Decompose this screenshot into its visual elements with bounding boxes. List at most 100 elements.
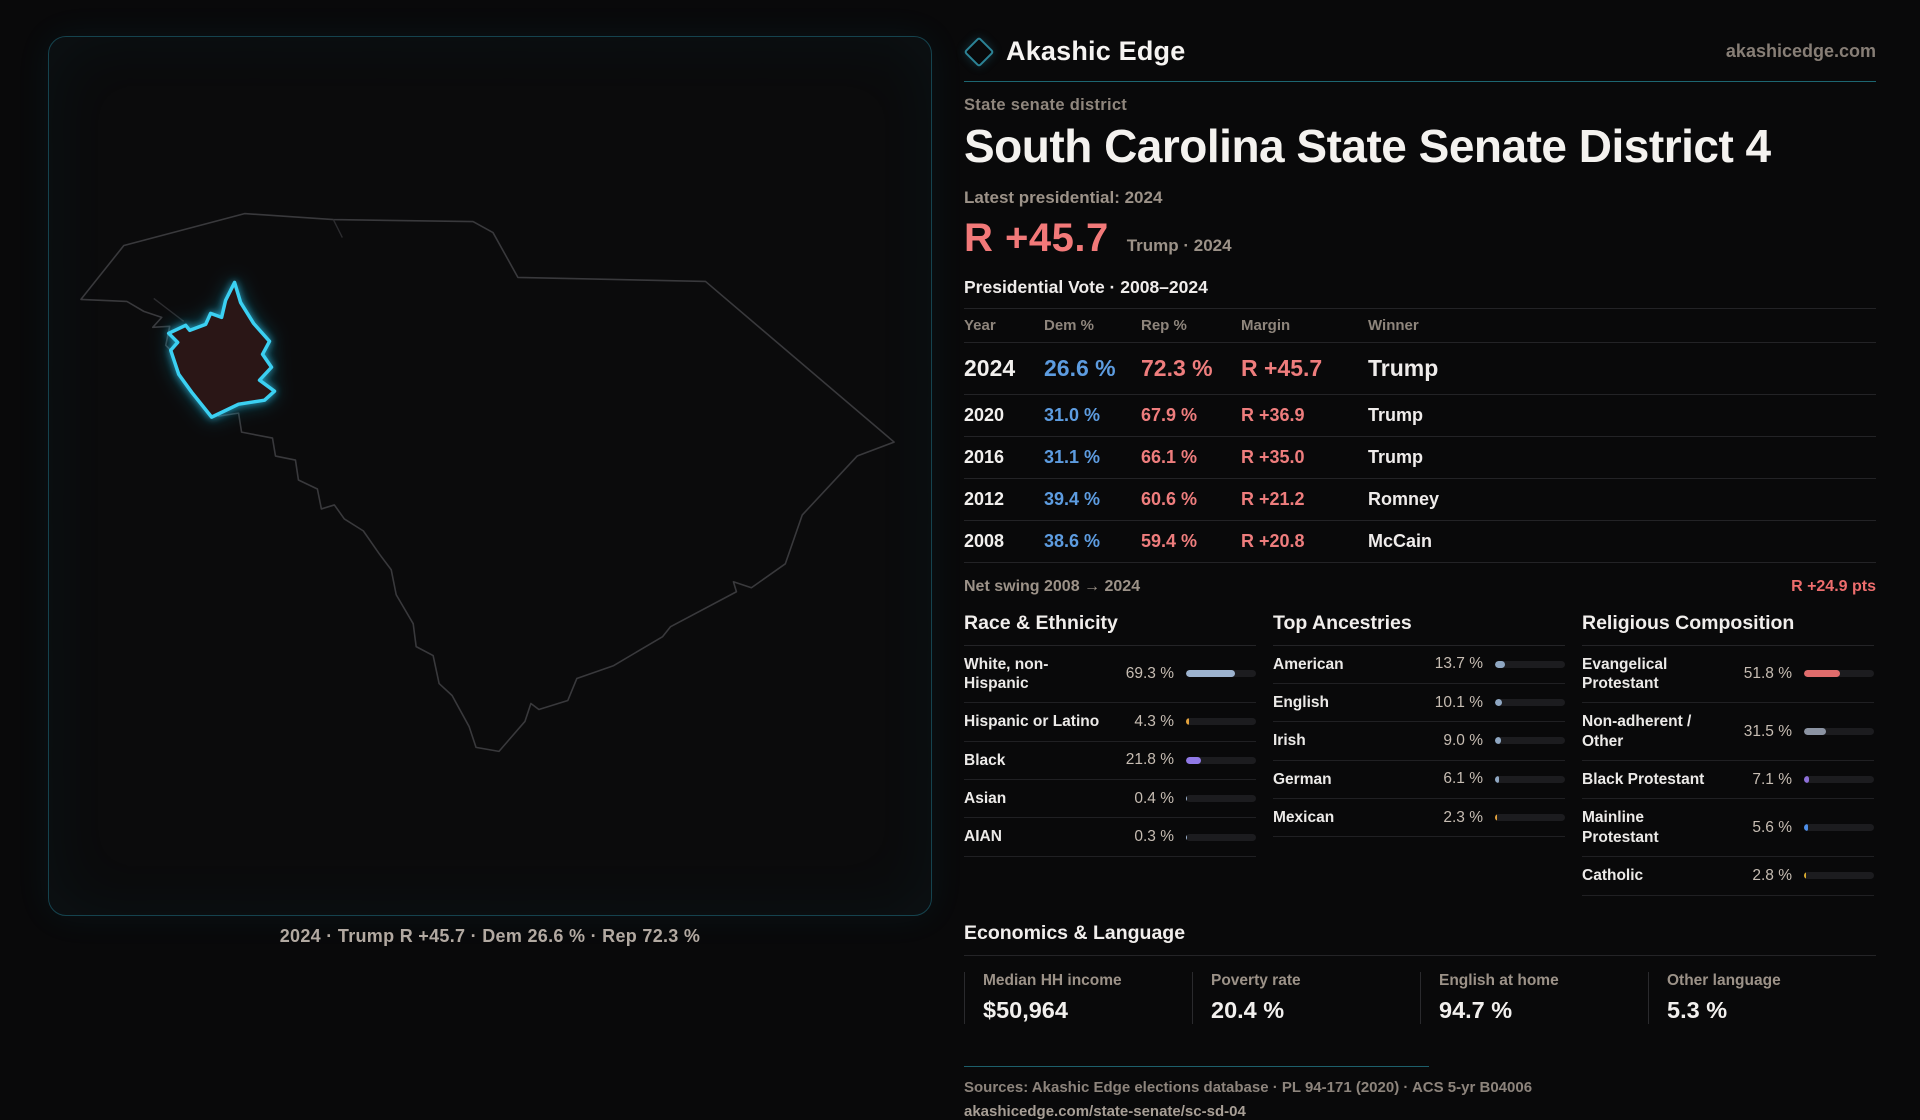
stat-bar: [1186, 795, 1256, 803]
stat-label: Hispanic or Latino: [964, 713, 1100, 731]
vote-table-title: Presidential Vote · 2008–2024: [964, 276, 1208, 297]
stat-bar: [1804, 728, 1874, 736]
stat-label: Irish: [1273, 732, 1306, 750]
stat-bar: [1495, 737, 1565, 745]
brand-name: Akashic Edge: [1006, 36, 1186, 66]
stat-label: Asian: [964, 790, 1007, 808]
cell-year: 2024: [964, 354, 1016, 381]
stat-label: Mexican: [1273, 809, 1335, 827]
stat-row: White, non-Hispanic 69.3 %: [964, 646, 1256, 704]
stat-card-label: English at home: [1439, 971, 1559, 989]
cell-winner: Romney: [1368, 488, 1440, 509]
district-report-panel: Akashic Edge akashicedge.com State senat…: [963, 28, 1876, 1120]
stat-bar: [1495, 775, 1565, 783]
brand-domain-link[interactable]: akashicedge.com: [1725, 41, 1876, 61]
stat-bar: [1495, 814, 1565, 822]
stat-card: Median HH income $50,964: [964, 971, 1192, 1024]
stat-value: 5.6 %: [1752, 818, 1792, 836]
table-row: 2024 26.6 % 72.3 % R +45.7 Trump: [964, 343, 1876, 395]
cell-year: 2020: [964, 404, 1005, 425]
cell-rep: 59.4 %: [1141, 530, 1198, 551]
sources-text: Sources: Akashic Edge elections database…: [964, 1078, 1533, 1096]
permalink-url[interactable]: akashicedge.com/state-senate/sc-sd-04: [964, 1102, 1246, 1120]
stat-label: White, non-Hispanic: [964, 655, 1049, 692]
county-line-segment: [153, 219, 343, 322]
stat-value: 13.7 %: [1434, 655, 1483, 673]
stat-value: 2.8 %: [1752, 866, 1792, 884]
stat-bar: [1804, 824, 1874, 832]
net-swing-label: Net swing 2008 → 2024: [964, 577, 1141, 595]
stat-label: German: [1273, 770, 1332, 788]
presidential-vote-table: Year Dem % Rep % Margin Winner 2024 26.6…: [964, 307, 1876, 563]
page-title: South Carolina State Senate District 4: [964, 120, 1771, 172]
cell-margin: R +20.8: [1241, 530, 1305, 551]
stat-bar: [1495, 660, 1565, 668]
stat-value: 0.4 %: [1134, 789, 1174, 807]
cell-rep: 60.6 %: [1141, 488, 1198, 509]
net-swing-row: Net swing 2008 → 2024 R +24.9 pts: [964, 565, 1876, 596]
cell-margin: R +45.7: [1241, 354, 1323, 381]
cell-winner: Trump: [1368, 404, 1424, 425]
col-rep: Rep %: [1141, 316, 1187, 334]
stat-card-value: 20.4 %: [1211, 996, 1285, 1023]
col-margin: Margin: [1241, 316, 1291, 334]
cell-margin: R +21.2: [1241, 488, 1305, 509]
net-swing-value: R +24.9 pts: [1791, 577, 1876, 595]
cell-year: 2012: [964, 488, 1005, 509]
cell-rep: 72.3 %: [1141, 354, 1213, 381]
stat-value: 51.8 %: [1743, 664, 1792, 682]
cell-margin: R +35.0: [1241, 446, 1305, 467]
stat-row: Mexican 2.3 %: [1273, 799, 1565, 838]
economics-stats: Median HH income $50,964 Poverty rate 20…: [964, 971, 1876, 1024]
stat-row: Black Protestant 7.1 %: [1582, 761, 1874, 800]
latest-presidential-label: Latest presidential: 2024: [964, 187, 1163, 207]
stat-row: Asian 0.4 %: [964, 780, 1256, 819]
stat-value: 21.8 %: [1125, 751, 1174, 769]
footer-divider: [964, 1065, 1429, 1067]
cell-year: 2016: [964, 446, 1005, 467]
stat-row: AIAN 0.3 %: [964, 818, 1256, 857]
headline-margin-value: R +45.7: [964, 215, 1109, 260]
brand-header: Akashic Edge akashicedge.com: [963, 28, 1876, 82]
table-row: 2016 31.1 % 66.1 % R +35.0 Trump: [964, 437, 1876, 479]
cell-margin: R +36.9: [1241, 404, 1305, 425]
stat-row: German 6.1 %: [1273, 761, 1565, 800]
cell-dem: 31.1 %: [1044, 446, 1101, 467]
stat-value: 69.3 %: [1125, 664, 1174, 682]
section-race-ethnicity: Race & Ethnicity White, non-Hispanic 69.…: [964, 612, 1256, 857]
cell-year: 2008: [964, 530, 1005, 551]
stat-value: 31.5 %: [1743, 722, 1792, 740]
cell-winner: McCain: [1368, 530, 1433, 551]
stat-value: 2.3 %: [1443, 808, 1483, 826]
diamond-logo-icon: [963, 35, 995, 68]
stat-card-value: 5.3 %: [1667, 996, 1728, 1023]
section-religious-composition: Religious Composition Evangelical Protes…: [1582, 612, 1874, 896]
stat-bar: [1186, 670, 1256, 678]
state-outline: [80, 212, 895, 753]
section-title: Race & Ethnicity: [964, 612, 1256, 646]
stat-row: Catholic 2.8 %: [1582, 857, 1874, 896]
stat-row: Irish 9.0 %: [1273, 722, 1565, 761]
cell-dem: 31.0 %: [1044, 404, 1101, 425]
table-row: 2008 38.6 % 59.4 % R +20.8 McCain: [964, 521, 1876, 563]
cell-dem: 26.6 %: [1044, 354, 1116, 381]
stat-label: English: [1273, 693, 1329, 711]
stat-label: Catholic: [1582, 867, 1644, 885]
table-row: 2020 31.0 % 67.9 % R +36.9 Trump: [964, 395, 1876, 437]
district-map-panel: [48, 36, 932, 916]
demographics-grid: Race & Ethnicity White, non-Hispanic 69.…: [964, 612, 1876, 896]
stat-card-value: $50,964: [983, 996, 1068, 1023]
table-row: 2012 39.4 % 60.6 % R +21.2 Romney: [964, 479, 1876, 521]
stat-bar: [1186, 718, 1256, 726]
cell-dem: 38.6 %: [1044, 530, 1101, 551]
stat-card: Other language 5.3 %: [1648, 971, 1876, 1024]
col-dem: Dem %: [1044, 316, 1095, 334]
stat-row: Black 21.8 %: [964, 742, 1256, 781]
stat-row: English 10.1 %: [1273, 684, 1565, 723]
stat-card-label: Median HH income: [983, 971, 1122, 989]
stat-value: 10.1 %: [1434, 693, 1483, 711]
stat-row: Non-adherent / Other 31.5 %: [1582, 703, 1874, 762]
stat-label: Black Protestant: [1582, 771, 1705, 789]
cell-dem: 39.4 %: [1044, 488, 1101, 509]
stat-card-value: 94.7 %: [1439, 996, 1513, 1023]
